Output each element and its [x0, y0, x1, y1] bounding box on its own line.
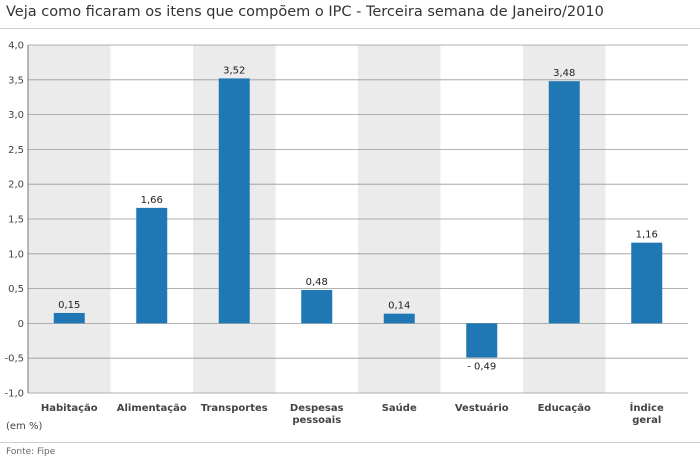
bar: [301, 289, 333, 324]
data-label: 0,15: [58, 300, 80, 311]
y-tick-label: 3,0: [8, 110, 24, 121]
y-tick-label: 0,5: [8, 284, 24, 295]
y-tick-label: 0: [18, 319, 24, 330]
data-label: 1,66: [141, 195, 163, 206]
x-tick-label: pessoais: [292, 415, 341, 426]
y-tick-label: 1,5: [8, 215, 24, 226]
data-label: 0,14: [388, 301, 410, 312]
y-tick-label: 3,5: [8, 75, 24, 86]
chart-title: Veja como ficaram os itens que compõem o…: [6, 4, 604, 20]
x-tick-label: Índice: [630, 401, 664, 414]
bar: [466, 323, 498, 358]
x-tick-label: Educação: [538, 403, 591, 414]
data-label: 0,48: [306, 277, 328, 288]
source-label: Fonte: Fipe: [6, 447, 56, 457]
y-tick-label: -1,0: [4, 389, 24, 400]
y-tick-label: 2,0: [8, 180, 24, 191]
bar: [383, 313, 415, 324]
bar: [631, 242, 663, 324]
x-tick-label: Habitação: [41, 403, 98, 414]
data-label: 1,16: [636, 230, 658, 241]
y-tick-label: 4,0: [8, 41, 24, 52]
footer-divider: [0, 442, 700, 443]
data-label: - 0,49: [467, 362, 496, 373]
x-tick-label: Alimentação: [117, 403, 187, 414]
bar: [548, 81, 580, 324]
x-tick-label: geral: [632, 415, 661, 426]
x-tick-label: Transportes: [201, 403, 268, 414]
x-tick-label: Despesas: [290, 403, 344, 414]
y-tick-label: -0,5: [4, 354, 24, 365]
data-label: 3,48: [553, 68, 575, 79]
x-tick-label: Vestuário: [455, 402, 509, 414]
y-tick-label: 2,5: [8, 145, 24, 156]
bar: [53, 312, 85, 324]
x-tick-label: Saúde: [382, 402, 417, 414]
unit-label: (em %): [6, 421, 43, 432]
data-label: 3,52: [223, 65, 245, 76]
y-tick-label: 1,0: [8, 249, 24, 260]
title-divider: [0, 28, 700, 29]
bar: [136, 207, 168, 324]
bar: [218, 78, 250, 324]
